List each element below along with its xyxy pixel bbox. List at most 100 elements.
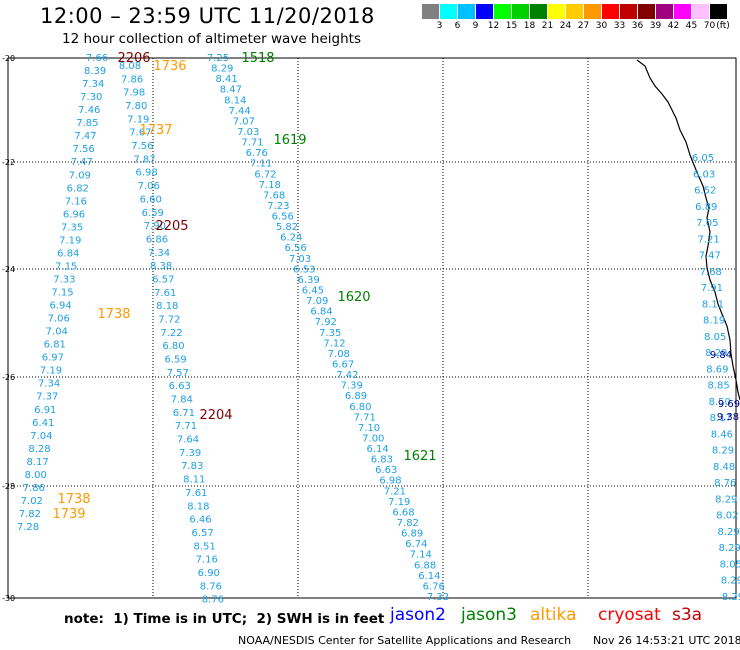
swh-value: 8.29 <box>722 592 740 603</box>
swh-value: 7.68 <box>263 190 285 201</box>
swh-value: 8.46 <box>711 429 733 440</box>
swh-value: 9.84 <box>710 350 732 361</box>
swh-value: 8.18 <box>156 301 178 312</box>
pass-time-label: 2206 <box>117 51 150 66</box>
swh-value: 7.47 <box>71 157 93 168</box>
satellite-cryosat: cryosat <box>598 605 661 625</box>
swh-value: 8.41 <box>215 74 237 85</box>
pass-time-label: 1737 <box>139 123 172 138</box>
swh-value: 6.46 <box>189 515 211 526</box>
swh-value: 7.85 <box>76 118 98 129</box>
swh-value: 8.69 <box>706 364 728 375</box>
lat-label: -20 <box>2 54 15 63</box>
swh-value: 8.38 <box>150 261 172 272</box>
swh-value: 8.19 <box>703 316 725 327</box>
swh-value: 7.00 <box>362 434 384 445</box>
swh-value: 8.17 <box>710 413 732 424</box>
swh-value: 8.05 <box>704 332 726 343</box>
swh-value: 6.98 <box>379 476 401 487</box>
scale-label: 70 <box>703 21 716 31</box>
swh-value: 8.50 <box>709 397 731 408</box>
swh-value: 6.59 <box>142 208 164 219</box>
scale-swatch <box>512 4 529 19</box>
footer-note: note: 1) Time is in UTC; 2) SWH is in fe… <box>64 611 385 627</box>
swh-value: 8.18 <box>187 501 209 512</box>
swh-value: 6.24 <box>280 233 302 244</box>
swh-value: 7.19 <box>388 497 410 508</box>
swh-value: 7.28 <box>17 522 39 533</box>
swh-value: 7.03 <box>289 254 311 265</box>
swh-value: 8.76 <box>714 478 736 489</box>
scale-label: 12 <box>487 21 500 31</box>
swh-value: 6.52 <box>694 186 716 197</box>
swh-value: 6.41 <box>32 418 54 429</box>
scale-swatch <box>638 4 655 19</box>
swh-value: 6.86 <box>146 234 168 245</box>
scale-label: 24 <box>559 21 572 31</box>
scale-label: 6 <box>454 21 461 31</box>
swh-value: 6.56 <box>284 243 306 254</box>
coastline <box>636 59 740 401</box>
swh-value: 7.61 <box>154 288 176 299</box>
pass-time-label: 1739 <box>52 507 85 522</box>
swh-value: 7.71 <box>241 138 263 149</box>
swh-value: 6.03 <box>693 169 715 180</box>
scale-swatch <box>656 4 673 19</box>
swh-value: 6.71 <box>173 408 195 419</box>
swh-value: 7.16 <box>196 555 218 566</box>
lat-label: -22 <box>2 158 15 167</box>
swh-value: 7.87 <box>133 154 155 165</box>
swh-value: 6.83 <box>371 455 393 466</box>
satellite-jason2: jason2 <box>390 605 446 625</box>
swh-value: 8.00 <box>25 470 47 481</box>
scale-swatch <box>584 4 601 19</box>
swh-value: 8.29 <box>211 64 233 75</box>
swh-value: 8.51 <box>193 541 215 552</box>
swh-value: 6.97 <box>42 353 64 364</box>
swh-value: 6.84 <box>57 248 79 259</box>
swh-value: 6.57 <box>152 275 174 286</box>
scale-swatch <box>440 4 457 19</box>
scale-swatch <box>620 4 637 19</box>
swh-value: 7.06 <box>48 314 70 325</box>
swh-value: 7.66 <box>86 53 108 64</box>
swh-value: 7.04 <box>30 431 52 442</box>
swh-value: 6.90 <box>198 568 220 579</box>
swh-value: 7.90 <box>144 221 166 232</box>
swh-value: 6.14 <box>418 571 440 582</box>
swh-value: 6.74 <box>405 539 427 550</box>
swh-value: 7.67 <box>129 128 151 139</box>
pass-time-label: 1620 <box>337 290 370 305</box>
swh-value: 7.22 <box>160 328 182 339</box>
swh-value: 6.05 <box>692 153 714 164</box>
scale-label: 30 <box>595 21 608 31</box>
swh-value: 8.39 <box>84 66 106 77</box>
swh-value: 9.69 <box>718 399 740 410</box>
swh-value: 7.56 <box>72 144 94 155</box>
swh-value: 8.08 <box>119 61 141 72</box>
swh-value: 7.61 <box>185 488 207 499</box>
pass-time-label: 1619 <box>273 133 306 148</box>
credit-text: NOAA/NESDIS Center for Satellite Applica… <box>238 634 572 647</box>
pass-time-label: 1736 <box>153 59 186 74</box>
swh-value: 7.80 <box>125 101 147 112</box>
swh-value: 8.02 <box>716 511 738 522</box>
swh-value: 7.42 <box>336 370 358 381</box>
swh-value: 8.29 <box>717 527 739 538</box>
swh-value: 7.19 <box>40 366 62 377</box>
swh-value: 6.89 <box>695 202 717 213</box>
swh-value: 7.71 <box>175 421 197 432</box>
pass-time-label: 2205 <box>155 219 188 234</box>
swh-value: 7.44 <box>228 106 250 117</box>
swh-value: 7.18 <box>259 180 281 191</box>
scale-label: 3 <box>436 21 443 31</box>
swh-value: 7.21 <box>697 234 719 245</box>
map-grid <box>7 57 737 599</box>
credit-timestamp: Nov 26 14:53:21 UTC 2018 <box>593 634 740 647</box>
swh-value: 7.35 <box>61 222 83 233</box>
scale-label: 9 <box>472 21 479 31</box>
lat-label: -28 <box>2 482 15 491</box>
swh-value: 7.46 <box>78 105 100 116</box>
swh-value: 7.68 <box>700 267 722 278</box>
page-title: 12:00 – 23:59 UTC 11/20/2018 <box>40 4 375 28</box>
